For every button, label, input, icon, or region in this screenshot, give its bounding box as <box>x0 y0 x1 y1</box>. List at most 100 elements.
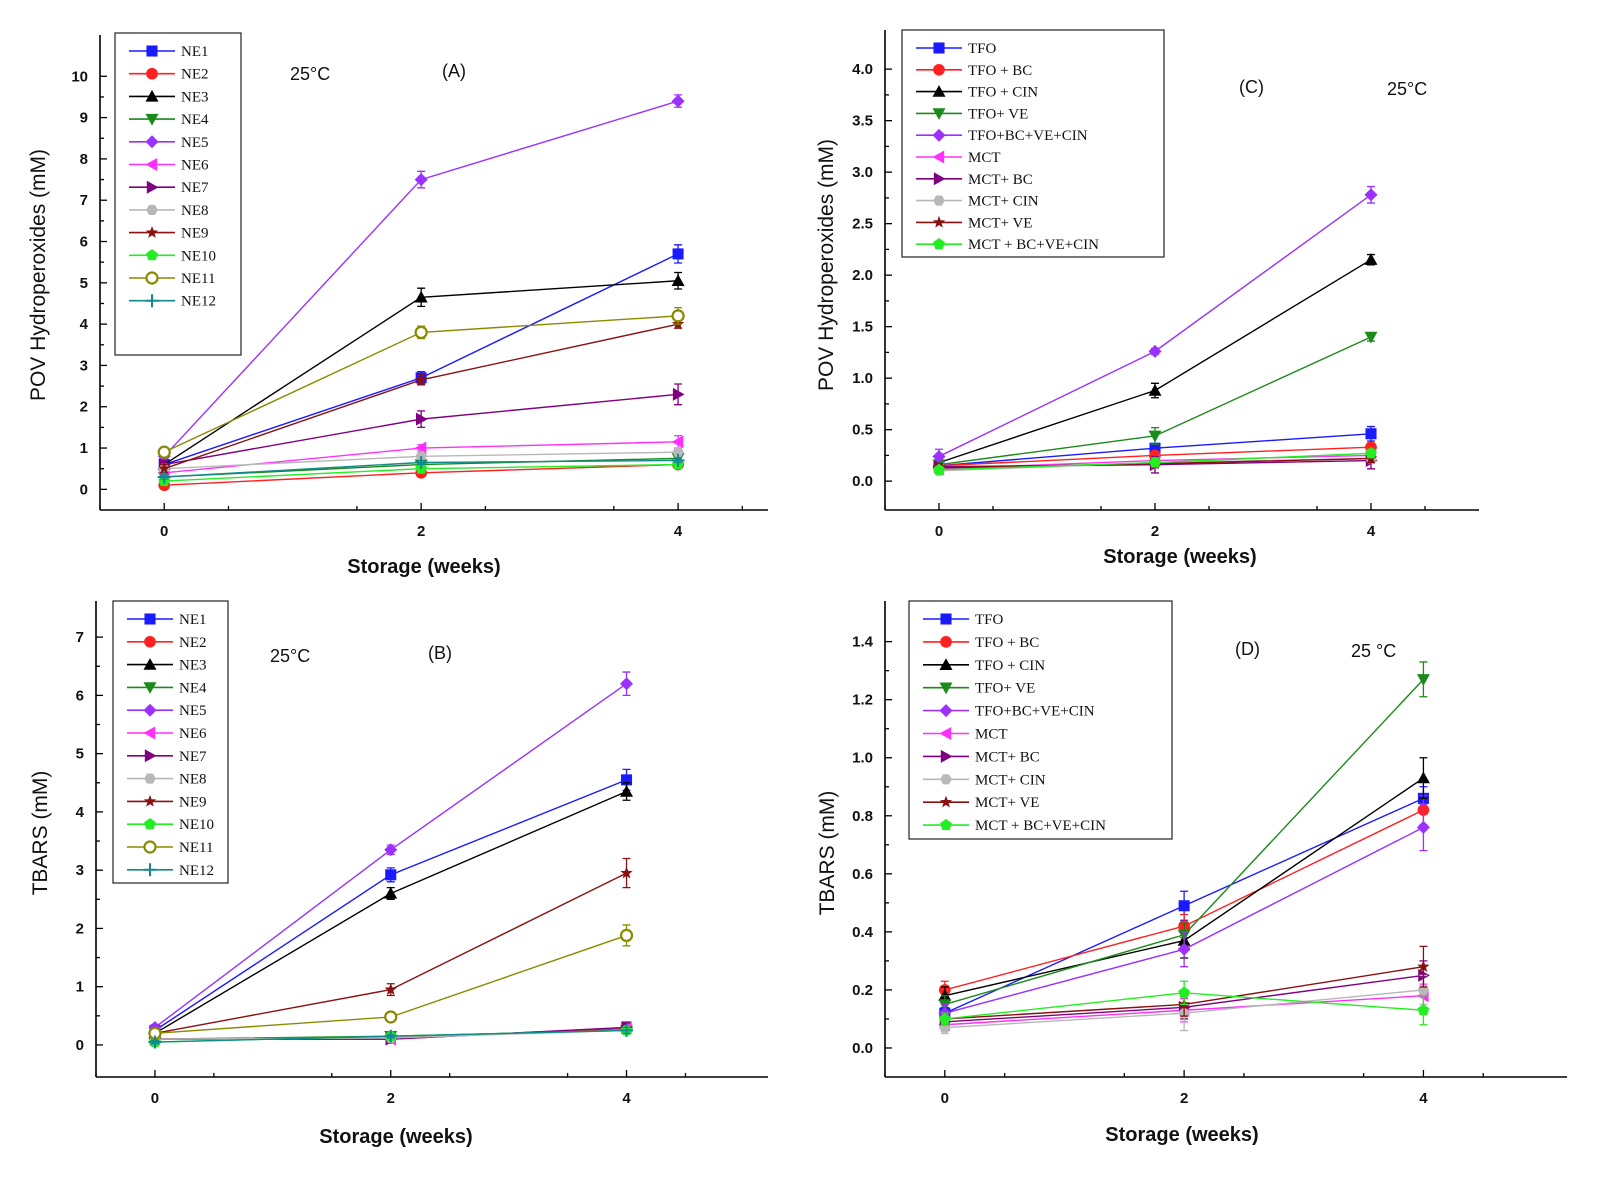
legend-label: NE8 <box>179 772 207 788</box>
data-point <box>157 470 171 484</box>
legend-marker <box>143 682 157 694</box>
legend-label: NE4 <box>179 680 207 696</box>
x-axis-title: Storage (weeks) <box>319 1126 472 1148</box>
legend-item: NE4 <box>127 680 207 696</box>
legend-label: NE6 <box>179 726 207 742</box>
y-tick-label: 1.0 <box>852 370 873 387</box>
y-tick-label: 9 <box>80 110 88 127</box>
y-tick-label: 0.0 <box>852 473 873 490</box>
legend-item: NE1 <box>127 612 207 628</box>
y-axis-title: POV Hydroperoxides (mM) <box>815 139 838 391</box>
legend-item: MCT+ VE <box>923 795 1039 811</box>
legend-label: TFO+BC+VE+CIN <box>968 128 1088 144</box>
x-tick-label: 2 <box>417 523 425 540</box>
legend-item: NE4 <box>129 112 209 128</box>
legend-box <box>112 600 229 884</box>
y-tick-label: 0.2 <box>852 982 873 999</box>
legend-marker <box>143 703 157 717</box>
legend-item: TFO+BC+VE+CIN <box>916 128 1088 144</box>
legend-label: TFO + BC <box>968 63 1032 79</box>
data-point <box>157 445 171 459</box>
y-tick-label: 0.6 <box>852 866 873 883</box>
legend-marker <box>144 773 156 784</box>
data-point <box>620 1023 634 1037</box>
panel-label: (A) <box>442 61 466 81</box>
legend-marker <box>145 271 159 285</box>
y-tick-label: 2 <box>80 399 88 416</box>
y-tick-label: 1.0 <box>852 750 873 767</box>
legend-label: MCT <box>968 150 1001 166</box>
x-axis-title: Storage (weeks) <box>1103 546 1256 568</box>
legend-label: NE2 <box>181 67 209 83</box>
legend-marker <box>940 749 953 763</box>
legend-item: TFO + CIN <box>923 658 1045 674</box>
legend-label: NE8 <box>181 203 209 219</box>
legend-label: NE6 <box>181 158 209 174</box>
legend-label: NE4 <box>181 112 209 128</box>
legend-box <box>114 32 242 356</box>
data-point <box>1416 771 1430 784</box>
data-point <box>148 1035 162 1049</box>
data-point <box>671 94 685 108</box>
legend-item: TFO+ VE <box>923 681 1035 697</box>
legend-marker <box>939 658 953 670</box>
series-ne12 <box>157 453 685 484</box>
legend-item: NE9 <box>127 794 207 810</box>
legend-label: TFO+ VE <box>968 106 1028 122</box>
data-point <box>384 843 398 857</box>
x-tick-label: 2 <box>1151 523 1159 540</box>
y-tick-label: 2.0 <box>852 267 873 284</box>
data-point <box>1148 430 1162 443</box>
legend-label: TFO + BC <box>975 635 1039 651</box>
data-point <box>620 677 634 691</box>
y-tick-label: 7 <box>76 629 84 646</box>
legend-marker <box>143 840 157 854</box>
y-tick-label: 0.0 <box>852 1040 873 1057</box>
legend-item: NE7 <box>127 749 207 765</box>
legend-label: TFO <box>975 612 1004 628</box>
data-point <box>672 248 684 260</box>
legend-item: MCT+ BC <box>923 749 1040 765</box>
data-point <box>620 785 634 797</box>
series-tfo-bc-ve-cin <box>938 803 1430 1023</box>
legend-item: TFO+BC+VE+CIN <box>923 704 1095 720</box>
legend-item: NE3 <box>127 658 207 674</box>
y-tick-label: 5 <box>76 746 84 763</box>
data-point <box>1365 428 1377 440</box>
legend-item: NE9 <box>129 226 209 242</box>
legend-marker <box>933 63 945 76</box>
data-point <box>385 869 397 881</box>
data-point <box>932 449 946 463</box>
legend-marker <box>144 613 156 625</box>
y-tick-label: 3.0 <box>852 164 873 181</box>
legend-label: MCT+ BC <box>975 749 1040 765</box>
data-point <box>620 866 633 879</box>
y-tick-label: 1 <box>80 440 88 457</box>
x-tick-label: 4 <box>1367 523 1376 540</box>
legend-marker <box>940 818 952 831</box>
legend-item: NE8 <box>129 203 209 219</box>
data-point <box>1364 253 1378 265</box>
legend-item: NE3 <box>129 89 209 105</box>
x-tick-label: 4 <box>1419 1090 1428 1107</box>
legend-label: NE9 <box>179 794 207 810</box>
legend-marker <box>146 249 158 261</box>
y-tick-label: 7 <box>80 192 88 209</box>
legend-label: NE1 <box>179 612 207 628</box>
temperature-label: 25°C <box>270 646 310 666</box>
y-tick-label: 0.8 <box>852 808 873 825</box>
legend-label: NE5 <box>181 135 209 151</box>
legend-marker <box>143 726 156 740</box>
y-tick-label: 3 <box>80 357 88 374</box>
data-point <box>672 447 684 458</box>
x-axis-title: Storage (weeks) <box>347 556 500 578</box>
temperature-label: 25°C <box>1387 79 1427 99</box>
chart-panel-c: 0.0 0.5 1.0 1.5 2.0 2.5 3.0 3.5 4.0 0 2 4 Storage (w… <box>799 0 1598 593</box>
legend-box <box>901 29 1165 258</box>
legend-item: MCT + BC+VE+CIN <box>923 818 1106 834</box>
legend-item: NE6 <box>127 726 207 742</box>
legend: TFO TFO + BC TFO + CIN TFO+ VE TFO+BC+VE+CIN… <box>908 600 1173 840</box>
legend-marker <box>145 226 159 238</box>
legend-item: NE7 <box>129 180 209 196</box>
y-tick-label: 4 <box>80 316 89 333</box>
